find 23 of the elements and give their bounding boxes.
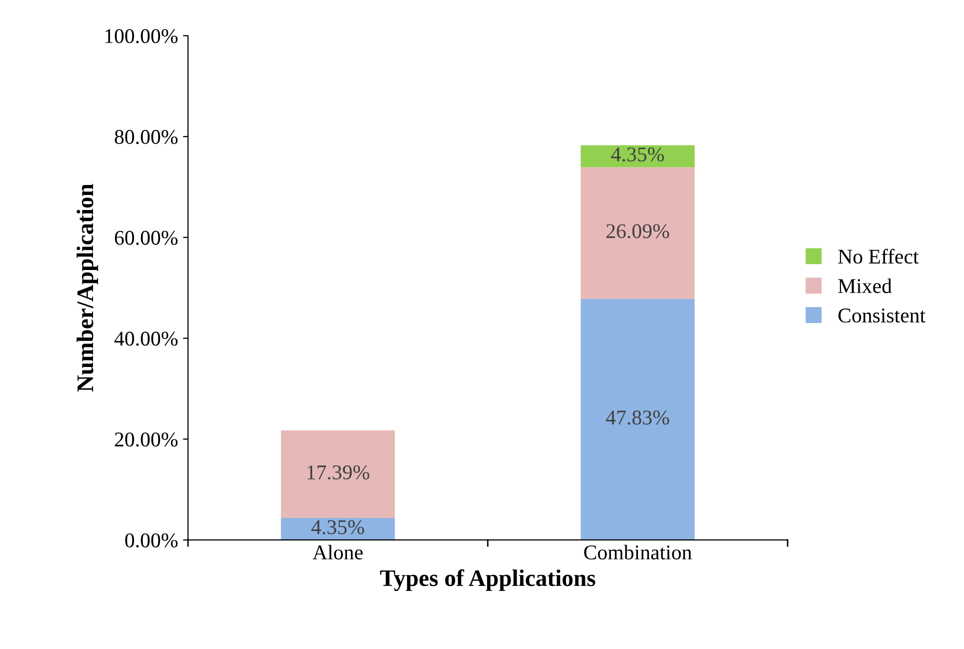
data-label: 17.39% — [308, 465, 370, 480]
legend-label: Consistent — [838, 308, 926, 323]
y-axis-title: Number/Application — [76, 184, 98, 392]
x-tick-label: Combination — [584, 544, 692, 560]
bar — [280, 430, 395, 518]
bar — [580, 298, 695, 540]
data-label: 26.09% — [606, 224, 670, 238]
bar — [580, 167, 695, 299]
x-axis-title: Types of Applications — [380, 569, 596, 591]
legend-label: No Effect — [838, 248, 919, 264]
y-tick-label: 60.00% — [114, 230, 178, 245]
data-label: 4.35% — [611, 147, 664, 162]
bar — [280, 518, 395, 540]
y-tick-label: 100.00% — [105, 29, 178, 44]
x-tick-label: Alone — [312, 544, 363, 560]
data-label: 47.83% — [606, 410, 670, 425]
legend-label: Mixed — [838, 278, 892, 294]
y-tick-label: 40.00% — [114, 332, 178, 346]
data-label: 4.35% — [311, 520, 364, 534]
y-tick-label: 80.00% — [114, 130, 178, 144]
bar — [580, 145, 695, 168]
y-tick-label: 0.00% — [125, 533, 178, 548]
y-tick-label: 20.00% — [114, 432, 178, 447]
